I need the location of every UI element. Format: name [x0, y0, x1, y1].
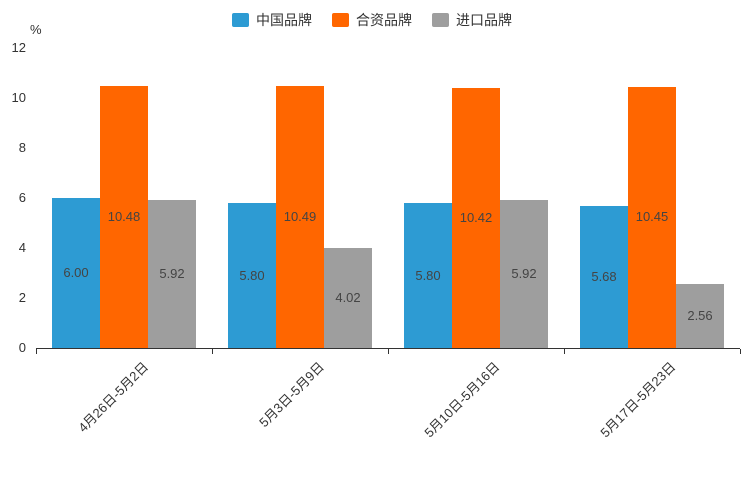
legend-label: 中国品牌: [256, 12, 312, 28]
bar-value-label: 10.49: [283, 208, 317, 224]
y-tick-label: 4: [18, 240, 26, 255]
x-axis-line: [36, 348, 740, 349]
bar-合资品牌-3: [628, 86, 676, 348]
legend-item-2[interactable]: 进口品牌: [432, 10, 512, 30]
legend-label: 进口品牌: [456, 12, 512, 28]
x-category-label: 5月17日-5月23日: [597, 359, 679, 441]
y-tick-label: 2: [18, 290, 26, 305]
bar-中国品牌-0: [52, 198, 100, 348]
x-axis-tick: [388, 349, 389, 354]
x-axis-tick: [564, 349, 565, 354]
bar-进口品牌-3: [676, 284, 724, 348]
bar-value-label: 6.00: [63, 265, 89, 280]
x-category-label: 5月3日-5月9日: [255, 359, 327, 431]
bar-value-label: 2.56: [687, 308, 713, 323]
bar-合资品牌-1: [276, 85, 324, 348]
y-tick-label: 12: [11, 40, 26, 55]
legend-swatch-icon: [432, 13, 449, 27]
x-axis-tick: [36, 349, 37, 354]
bar-中国品牌-1: [228, 203, 276, 348]
bar-合资品牌-2: [452, 87, 500, 348]
legend: 中国品牌 合资品牌 进口品牌: [0, 10, 744, 30]
legend-item-0[interactable]: 中国品牌: [232, 10, 312, 30]
y-tick-label: 8: [18, 140, 26, 155]
bar-进口品牌-2: [500, 200, 548, 348]
bar-中国品牌-3: [580, 206, 628, 348]
bar-value-label: 10.45: [635, 209, 669, 225]
bar-value-label: 4.02: [335, 289, 361, 305]
bar-进口品牌-1: [324, 247, 372, 348]
bar-进口品牌-0: [148, 200, 196, 348]
bar-value-label: 5.80: [239, 267, 265, 283]
legend-swatch-icon: [232, 13, 249, 27]
bar-value-label: 10.48: [107, 209, 141, 224]
x-axis-tick: [212, 349, 213, 354]
legend-swatch-icon: [332, 13, 349, 27]
x-axis-tick: [740, 349, 741, 354]
legend-item-1[interactable]: 合资品牌: [332, 10, 412, 30]
bar-value-label: 5.92: [159, 266, 185, 281]
y-tick-label: 0: [18, 340, 26, 355]
legend-label: 合资品牌: [356, 12, 412, 28]
bar-value-label: 5.92: [511, 266, 537, 281]
bar-合资品牌-0: [100, 86, 148, 348]
bar-value-label: 5.80: [415, 267, 441, 283]
bar-value-label: 10.42: [459, 209, 493, 225]
x-category-label: 4月26日-5月2日: [74, 359, 151, 436]
y-tick-label: 6: [18, 190, 26, 205]
x-category-label: 5月10日-5月16日: [421, 359, 503, 441]
y-tick-label: 10: [11, 90, 26, 105]
bar-value-label: 5.68: [591, 269, 617, 284]
y-axis-unit-label: %: [30, 22, 42, 37]
bar-中国品牌-2: [404, 203, 452, 348]
